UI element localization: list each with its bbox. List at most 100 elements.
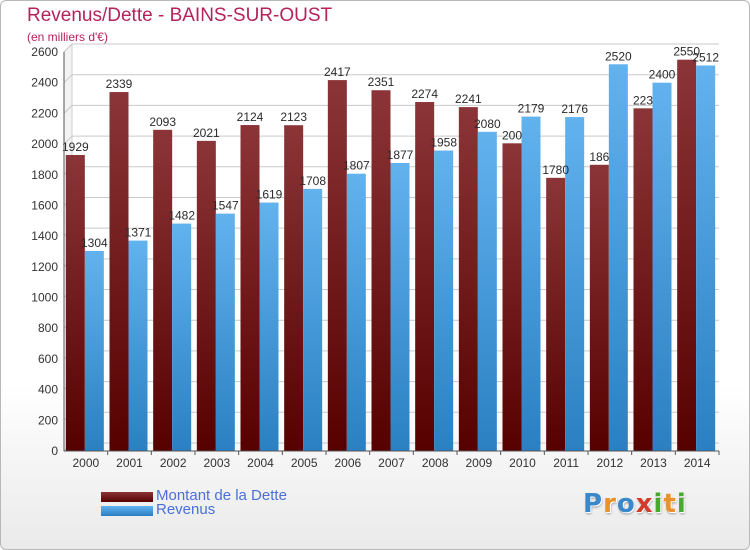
value-label-debt: 2093: [149, 115, 176, 129]
value-label-debt: 2124: [237, 110, 264, 124]
bar-debt: [240, 125, 260, 451]
value-label-revenue: 2400: [649, 68, 676, 82]
y-tick-label: 800: [38, 321, 58, 335]
x-tick-label: 2001: [116, 456, 143, 470]
bar-debt: [196, 140, 216, 451]
y-tick-label: 0: [51, 444, 58, 458]
bar-revenue: [215, 213, 235, 451]
value-label-debt: 1780: [542, 163, 569, 177]
proxiti-logo: Proxiti: [583, 489, 687, 519]
bar-revenue: [346, 173, 366, 451]
bar-revenue: [172, 223, 192, 451]
value-label-debt: 2241: [455, 92, 482, 106]
value-label-revenue: 2080: [474, 117, 501, 131]
value-label-debt: 2123: [280, 110, 307, 124]
bar-revenue: [259, 202, 279, 451]
bar-debt: [633, 108, 653, 452]
legend-swatch-debt: [101, 492, 153, 502]
bar-debt: [677, 59, 697, 452]
y-tick-label: 2200: [31, 106, 58, 120]
value-label-revenue: 1619: [256, 188, 283, 202]
bar-revenue: [84, 250, 104, 451]
value-labels: 1929 1304 2339 1371 2093 1482 2021 1547 2124 1619…: [62, 45, 719, 250]
value-label-revenue: 2179: [518, 102, 545, 116]
axes: 0 200 400 600 800 1000 1200 1400 1600 1800 2000 220…: [31, 45, 720, 470]
bar-revenue: [303, 188, 323, 451]
value-label-revenue: 1708: [299, 174, 326, 188]
bar-revenue: [477, 131, 497, 452]
bar-debt: [546, 177, 566, 452]
y-tick-label: 1200: [31, 260, 58, 274]
bar-revenue: [565, 117, 585, 452]
bar-revenue: [390, 162, 410, 451]
x-tick-label: 2003: [203, 456, 230, 470]
y-tick-label: 2600: [31, 45, 58, 59]
logo-letter: r: [603, 489, 617, 519]
x-tick-label: 2013: [640, 456, 667, 470]
x-tick-label: 2011: [553, 456, 579, 470]
bar-revenue: [608, 64, 628, 452]
value-label-revenue: 1482: [168, 209, 195, 223]
gridline: [63, 74, 719, 84]
value-label-revenue: 1304: [81, 236, 108, 250]
value-label-debt: 2274: [411, 87, 438, 101]
bar-revenue: [696, 65, 716, 452]
chart-subtitle: (en milliers d'€): [27, 30, 108, 44]
y-tick-label: 1800: [31, 168, 58, 182]
y-tick-label: 400: [38, 383, 58, 397]
value-label-debt: 223: [633, 93, 653, 107]
x-tick-label: 2008: [422, 456, 449, 470]
value-label-revenue: 1958: [430, 136, 457, 150]
bar-debt: [284, 125, 304, 451]
y-tick-label: 2000: [31, 137, 58, 151]
value-label-debt: 2339: [106, 77, 133, 91]
x-tick-label: 2005: [291, 456, 318, 470]
value-label-revenue: 2512: [692, 51, 719, 65]
chart-title: Revenus/Dette - BAINS-SUR-OUST: [27, 5, 333, 26]
legend-swatch-revenue: [101, 506, 153, 516]
bar-debt: [589, 164, 609, 451]
value-label-revenue: 1877: [387, 148, 414, 162]
bar-revenue: [128, 240, 148, 451]
value-label-revenue: 1807: [343, 159, 370, 173]
logo-letter: i: [653, 489, 664, 519]
value-label-debt: 186: [589, 150, 609, 164]
bar-debt: [65, 154, 85, 451]
value-label-revenue: 1547: [212, 199, 239, 213]
x-tick-label: 2009: [465, 456, 492, 470]
logo-letter: o: [616, 489, 636, 519]
gridline: [63, 43, 719, 53]
bar-revenue: [521, 116, 541, 452]
value-label-debt: 2021: [193, 126, 220, 140]
y-tick-label: 1000: [31, 291, 58, 305]
value-label-debt: 2417: [324, 65, 351, 79]
value-label-debt: 200: [502, 128, 522, 142]
gridline: [63, 135, 719, 145]
value-label-debt: 1929: [62, 140, 89, 154]
legend-label-revenue: Revenus: [156, 501, 216, 518]
x-tick-label: 2000: [72, 456, 99, 470]
value-label-revenue: 1371: [125, 226, 152, 240]
y-tick-label: 1400: [31, 229, 58, 243]
bar-debt: [153, 129, 173, 451]
value-label-revenue: 2520: [605, 49, 632, 63]
bar-debt: [327, 80, 347, 451]
value-label-debt: 2550: [673, 45, 700, 59]
x-tick-label: 2014: [684, 456, 711, 470]
bar-revenue: [434, 150, 454, 451]
x-tick-label: 2010: [509, 456, 536, 470]
y-tick-label: 2400: [31, 76, 58, 90]
logo-letter: i: [676, 489, 687, 519]
logo-letter: t: [663, 489, 677, 519]
x-tick-label: 2007: [378, 456, 405, 470]
x-tick-label: 2002: [160, 456, 187, 470]
value-label-debt: 2351: [368, 75, 395, 89]
bar-debt: [415, 102, 435, 451]
x-tick-label: 2012: [596, 456, 623, 470]
x-tick-label: 2006: [334, 456, 361, 470]
bars: [65, 59, 716, 452]
y-tick-label: 1600: [31, 198, 58, 212]
y-tick-label: 200: [38, 413, 58, 427]
x-tick-label: 2004: [247, 456, 274, 470]
